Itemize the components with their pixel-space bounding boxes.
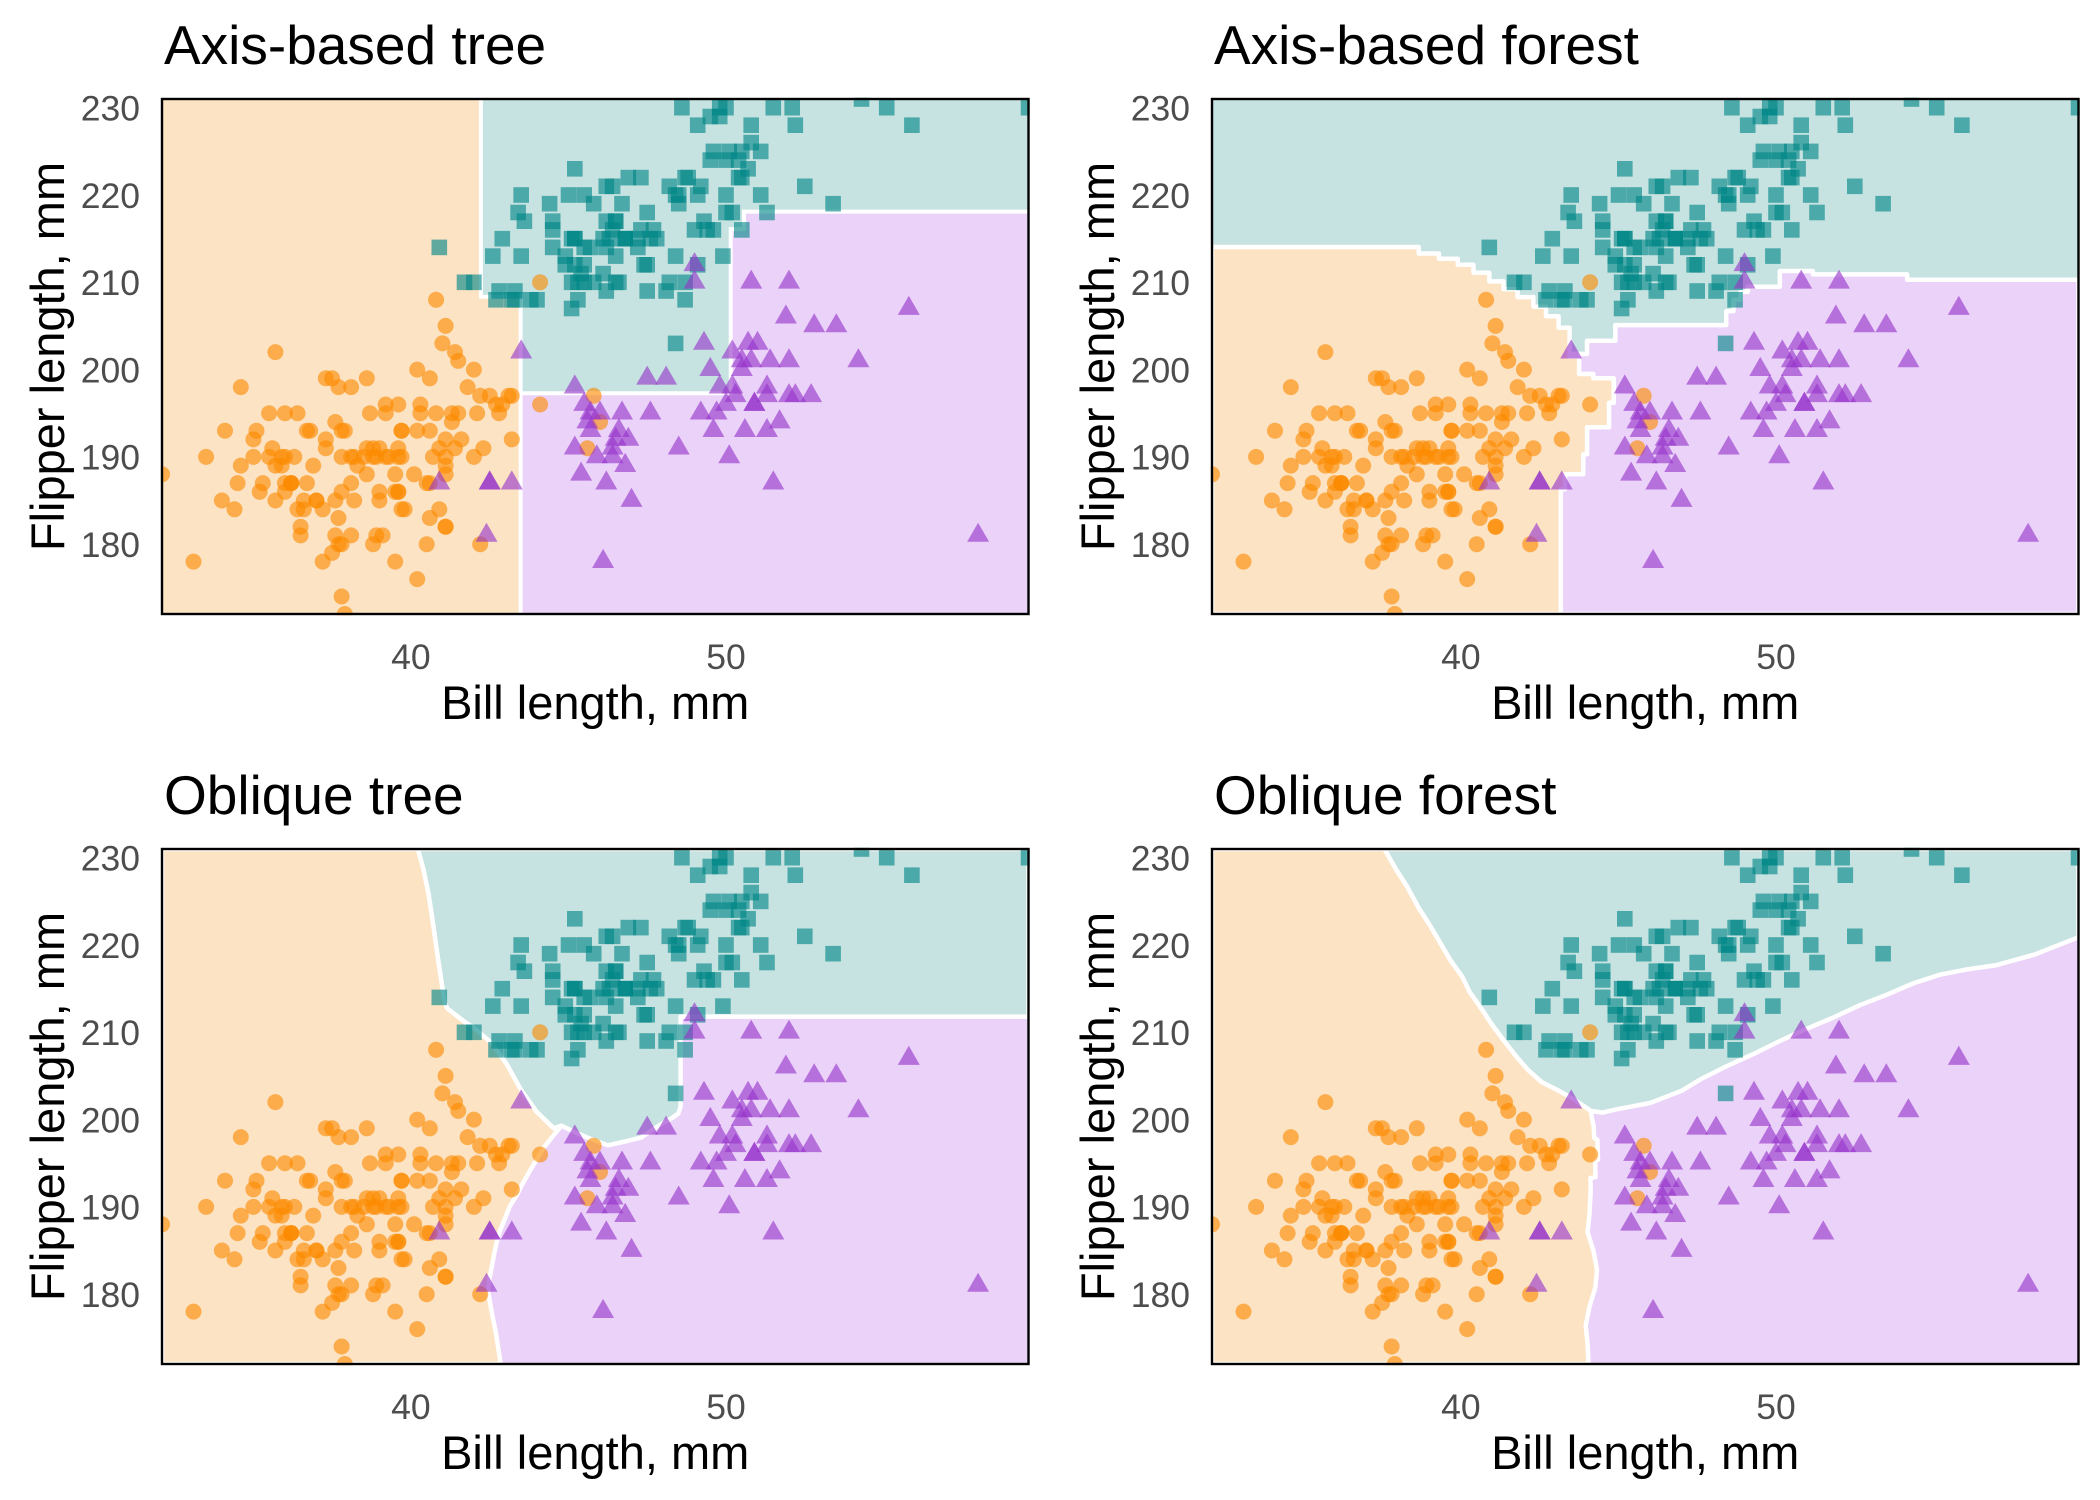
svg-text:40: 40 xyxy=(391,637,431,677)
svg-text:200: 200 xyxy=(81,1100,140,1140)
svg-text:200: 200 xyxy=(81,350,140,390)
svg-text:Axis-based tree: Axis-based tree xyxy=(164,14,546,76)
svg-text:220: 220 xyxy=(81,176,140,216)
svg-text:230: 230 xyxy=(81,89,140,129)
svg-text:50: 50 xyxy=(706,637,746,677)
svg-text:50: 50 xyxy=(706,1387,746,1427)
svg-text:Bill length, mm: Bill length, mm xyxy=(1491,676,1799,729)
svg-text:200: 200 xyxy=(1131,350,1190,390)
svg-text:220: 220 xyxy=(1131,176,1190,216)
svg-text:Oblique forest: Oblique forest xyxy=(1214,764,1556,826)
svg-text:210: 210 xyxy=(1131,263,1190,303)
svg-text:40: 40 xyxy=(1441,1387,1481,1427)
svg-text:Flipper length, mm: Flipper length, mm xyxy=(21,162,74,551)
svg-text:Flipper length, mm: Flipper length, mm xyxy=(1071,162,1124,551)
svg-text:210: 210 xyxy=(81,263,140,303)
svg-text:230: 230 xyxy=(1131,839,1190,879)
svg-text:Bill length, mm: Bill length, mm xyxy=(441,676,749,729)
svg-text:190: 190 xyxy=(81,438,140,478)
svg-text:Axis-based forest: Axis-based forest xyxy=(1214,14,1639,76)
svg-text:180: 180 xyxy=(1131,525,1190,565)
svg-text:Flipper length, mm: Flipper length, mm xyxy=(21,912,74,1301)
svg-text:210: 210 xyxy=(81,1013,140,1053)
svg-text:230: 230 xyxy=(1131,89,1190,129)
svg-text:190: 190 xyxy=(81,1188,140,1228)
svg-text:180: 180 xyxy=(1131,1275,1190,1315)
svg-text:230: 230 xyxy=(81,839,140,879)
svg-text:Bill length, mm: Bill length, mm xyxy=(1491,1426,1799,1479)
svg-text:40: 40 xyxy=(1441,637,1481,677)
svg-text:180: 180 xyxy=(81,1275,140,1315)
svg-text:220: 220 xyxy=(81,926,140,966)
svg-text:Bill length, mm: Bill length, mm xyxy=(441,1426,749,1479)
svg-text:50: 50 xyxy=(1756,637,1796,677)
svg-text:Flipper length, mm: Flipper length, mm xyxy=(1071,912,1124,1301)
svg-text:200: 200 xyxy=(1131,1100,1190,1140)
svg-text:180: 180 xyxy=(81,525,140,565)
svg-text:40: 40 xyxy=(391,1387,431,1427)
svg-text:220: 220 xyxy=(1131,926,1190,966)
svg-text:190: 190 xyxy=(1131,1188,1190,1228)
svg-text:210: 210 xyxy=(1131,1013,1190,1053)
svg-text:Oblique tree: Oblique tree xyxy=(164,764,464,826)
svg-text:190: 190 xyxy=(1131,438,1190,478)
svg-text:50: 50 xyxy=(1756,1387,1796,1427)
